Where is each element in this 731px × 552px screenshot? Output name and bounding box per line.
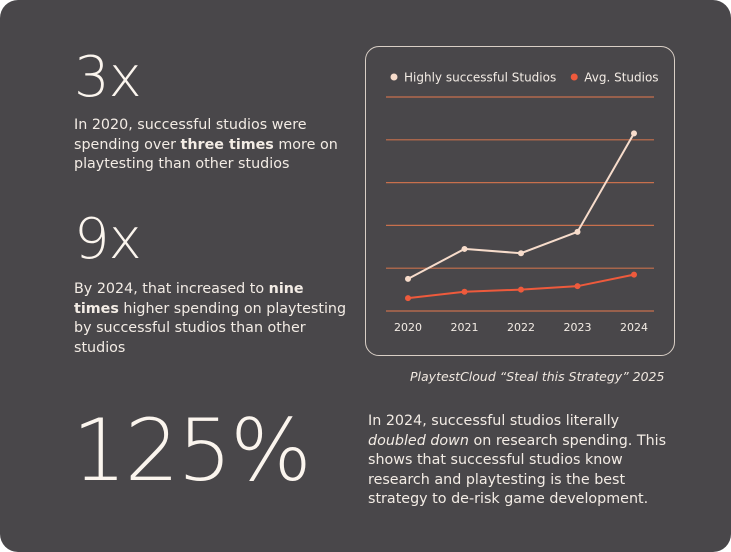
legend-marker [570,73,578,81]
data-point [631,271,637,278]
x-tick-label: 2020 [394,321,422,334]
chart-panel: Highly successful Studios Avg. Studios 202… [365,46,675,356]
source-caption: PlaytestCloud “Steal this Strategy” 2025 [410,369,665,384]
line-chart: Highly successful Studios Avg. Studios 202… [386,71,659,334]
x-tick-label: 2023 [564,321,592,334]
data-point [461,245,468,252]
legend-label: Avg. Studios [584,71,658,85]
text-run: In 2024, successful studios literally [368,413,620,429]
stat-125-percent-value: 125% [72,401,312,501]
text-run: nine times [74,281,304,317]
text-run: In 2020, successful studios were spendin… [74,117,307,153]
data-point [574,228,581,235]
text-run: on research spending. This shows that su… [368,432,667,508]
x-tick-label: 2022 [507,321,535,334]
text-run: three times [180,136,274,153]
x-tick-label: 2021 [451,321,479,334]
text-run: higher spending on playtesting by succes… [74,300,347,356]
text-run: doubled down [368,432,469,449]
stat-3x-value: 3x [74,45,142,110]
data-point [574,283,581,290]
stat-9x-description: By 2024, that increased to nine times hi… [74,280,349,358]
stat-3x-description: In 2020, successful studios were spendin… [74,116,344,175]
legend-marker [390,73,398,81]
text-run: more on playtesting than other studios [74,136,338,173]
data-point [405,275,411,282]
stat-125-percent-description: In 2024, successful studios literally do… [368,412,678,510]
data-point [631,130,637,137]
stat-9x-value: 9x [74,207,142,272]
series-line [407,132,635,280]
data-point [518,286,524,293]
data-point [461,288,468,295]
series-line [407,273,635,300]
legend-label: Highly successful Studios [404,71,556,85]
data-point [518,250,524,257]
data-point [405,295,411,302]
text-run: By 2024, that increased to [74,281,269,297]
x-tick-label: 2024 [620,321,648,334]
